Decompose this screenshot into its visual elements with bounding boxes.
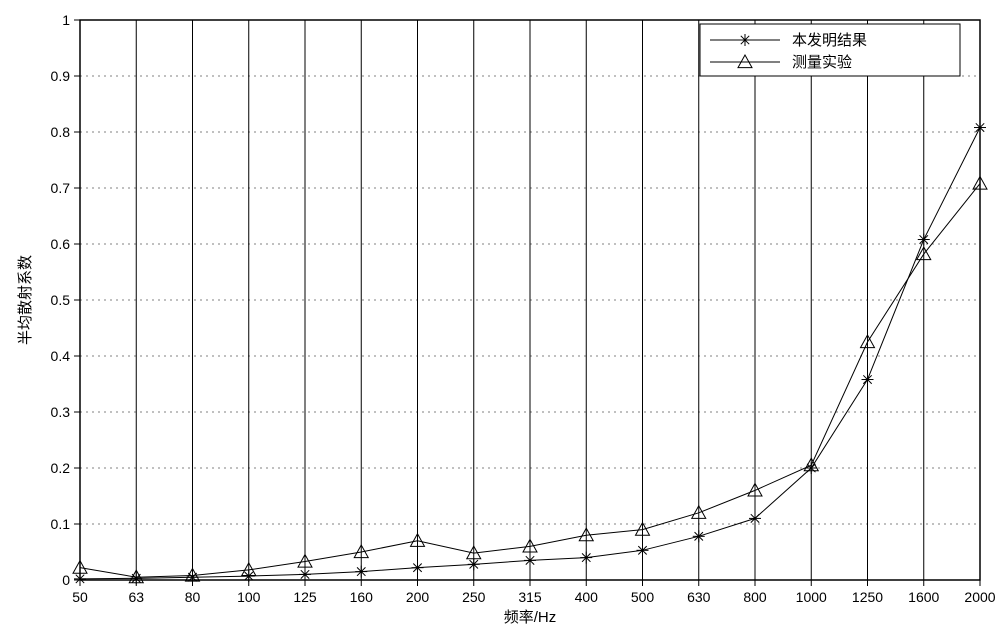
y-tick-label: 0.4 (51, 348, 71, 364)
asterisk-marker (74, 573, 86, 585)
x-tick-label: 63 (128, 589, 144, 605)
asterisk-marker (974, 122, 986, 134)
y-tick-label: 0.3 (51, 404, 71, 420)
x-tick-label: 250 (462, 589, 486, 605)
asterisk-marker (412, 562, 424, 574)
x-tick-label: 200 (406, 589, 430, 605)
line-chart: 0 0.1 0.2 0.3 0.4 0.5 0.6 0.7 0.8 0.9 1 50 63 80 100 12… (0, 0, 1000, 636)
x-tick-label: 315 (518, 589, 542, 605)
x-tick-label: 125 (293, 589, 317, 605)
y-tick-label: 0.9 (51, 68, 71, 84)
y-tick-label: 1 (62, 12, 70, 28)
chart-container: 0 0.1 0.2 0.3 0.4 0.5 0.6 0.7 0.8 0.9 1 50 63 80 100 12… (0, 0, 1000, 636)
x-tick-label: 630 (687, 589, 711, 605)
y-tick-label: 0.6 (51, 236, 71, 252)
asterisk-marker (918, 234, 930, 246)
x-tick-label: 2000 (964, 589, 995, 605)
x-tick-label: 1600 (908, 589, 939, 605)
asterisk-marker (693, 530, 705, 542)
asterisk-marker (739, 34, 751, 46)
asterisk-marker (243, 570, 255, 582)
legend-label: 测量实验 (792, 54, 852, 71)
legend-label: 本发明结果 (792, 32, 867, 49)
x-tick-label: 800 (743, 589, 767, 605)
y-tick-label: 0 (62, 572, 70, 588)
x-tick-label: 160 (350, 589, 374, 605)
asterisk-marker (805, 462, 817, 474)
y-axis-label: 半均散射系数 (17, 255, 34, 345)
x-axis-label: 频率/Hz (504, 609, 557, 626)
y-tick-label: 0.8 (51, 124, 71, 140)
asterisk-marker (637, 544, 649, 556)
y-tick-label: 0.7 (51, 180, 71, 196)
y-tick-label: 0.2 (51, 460, 71, 476)
x-tick-label: 1250 (852, 589, 883, 605)
x-tick-label: 80 (185, 589, 201, 605)
x-tick-label: 50 (72, 589, 88, 605)
legend: 本发明结果测量实验 (700, 24, 960, 76)
y-tick-label: 0.1 (51, 516, 71, 532)
x-tick-label: 1000 (796, 589, 827, 605)
x-tick-label: 100 (237, 589, 261, 605)
x-tick-label: 500 (631, 589, 655, 605)
asterisk-marker (468, 558, 480, 570)
y-tick-label: 0.5 (51, 292, 71, 308)
x-tick-label: 400 (575, 589, 599, 605)
